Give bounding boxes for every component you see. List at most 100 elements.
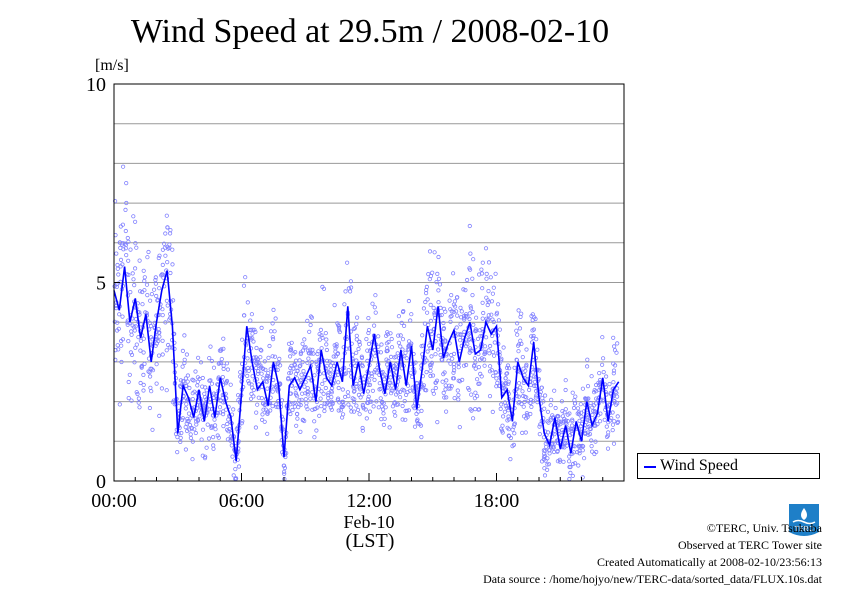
- data-point: [446, 358, 451, 363]
- data-point: [229, 443, 234, 448]
- data-point: [588, 400, 593, 406]
- data-point: [382, 372, 387, 377]
- data-point: [303, 397, 308, 402]
- data-point: [423, 290, 429, 296]
- data-point: [392, 409, 397, 414]
- data-point: [295, 368, 300, 374]
- data-point: [274, 404, 279, 409]
- data-point: [357, 412, 362, 417]
- data-point: [113, 199, 118, 204]
- data-point: [335, 321, 340, 326]
- data-point: [553, 405, 558, 411]
- data-point: [589, 449, 595, 454]
- data-point: [354, 333, 359, 338]
- data-point: [597, 370, 602, 376]
- data-point: [164, 298, 169, 303]
- data-point: [542, 453, 548, 458]
- data-point: [138, 348, 143, 353]
- data-point: [183, 424, 188, 430]
- data-point: [200, 427, 206, 432]
- data-point: [193, 416, 198, 421]
- data-point: [249, 312, 254, 317]
- data-point: [555, 448, 560, 454]
- data-point: [393, 354, 398, 359]
- data-point: [397, 395, 403, 400]
- data-point: [221, 423, 226, 429]
- data-point: [393, 362, 398, 367]
- data-point: [118, 264, 123, 269]
- data-point: [444, 378, 449, 383]
- data-point: [356, 346, 361, 352]
- data-point: [428, 373, 433, 379]
- data-point: [545, 456, 550, 461]
- data-point: [451, 351, 457, 356]
- data-point: [342, 302, 347, 307]
- data-point: [209, 358, 214, 364]
- data-point: [126, 338, 131, 344]
- data-point: [572, 444, 577, 449]
- scatter-points: [112, 164, 621, 482]
- data-point: [252, 327, 257, 332]
- data-point: [398, 389, 403, 394]
- data-point: [424, 310, 430, 315]
- data-point: [262, 419, 267, 424]
- data-point: [318, 396, 323, 401]
- data-point: [525, 414, 530, 419]
- data-point: [475, 336, 481, 341]
- data-point: [400, 337, 406, 342]
- data-point: [490, 349, 496, 355]
- data-point: [141, 372, 146, 377]
- data-point: [264, 379, 270, 384]
- date-label: Feb-10: [344, 512, 395, 532]
- data-point: [250, 327, 255, 332]
- data-point: [412, 424, 418, 429]
- data-point: [383, 333, 389, 338]
- data-point: [345, 390, 350, 395]
- data-point: [614, 394, 620, 399]
- data-point: [524, 362, 529, 367]
- data-point: [499, 428, 505, 433]
- data-point: [485, 298, 490, 303]
- data-point: [476, 364, 481, 370]
- data-point: [396, 340, 401, 345]
- data-point: [483, 351, 488, 356]
- data-point: [221, 336, 226, 341]
- data-point: [468, 407, 473, 412]
- data-point: [604, 424, 609, 429]
- data-point: [490, 291, 495, 296]
- data-point: [585, 424, 590, 430]
- data-point: [528, 411, 533, 417]
- data-point: [315, 351, 320, 357]
- data-point: [261, 366, 266, 372]
- data-point: [451, 309, 456, 314]
- data-point: [354, 350, 359, 355]
- data-point: [615, 414, 620, 419]
- data-point: [356, 392, 361, 397]
- data-point: [185, 379, 190, 384]
- data-point: [357, 339, 362, 344]
- data-point: [430, 270, 435, 275]
- data-point: [309, 315, 314, 320]
- data-point: [203, 454, 208, 459]
- data-point: [468, 348, 473, 353]
- data-point: [192, 427, 197, 432]
- data-point: [160, 338, 165, 343]
- data-point: [480, 316, 485, 321]
- data-point: [448, 307, 453, 312]
- data-point: [570, 461, 576, 467]
- data-point: [396, 333, 401, 338]
- data-point: [584, 364, 590, 369]
- data-point: [373, 293, 378, 298]
- data-point: [148, 374, 153, 379]
- data-point: [305, 390, 310, 395]
- data-point: [132, 282, 137, 288]
- data-point: [266, 355, 271, 360]
- data-point: [403, 417, 408, 422]
- data-point: [613, 402, 619, 407]
- data-point: [543, 458, 548, 463]
- data-point: [474, 377, 480, 382]
- data-point: [506, 379, 511, 384]
- data-point: [129, 352, 135, 357]
- data-point: [436, 333, 441, 338]
- data-point: [488, 275, 493, 280]
